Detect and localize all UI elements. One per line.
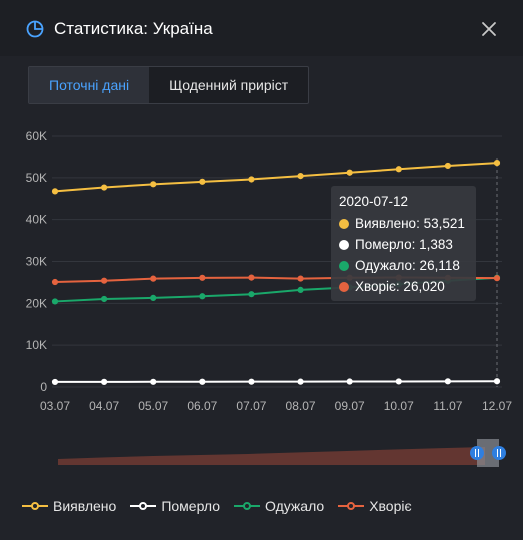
x-tick-label: 04.07: [89, 399, 119, 413]
data-point: [493, 378, 501, 385]
series-line: [54, 380, 498, 383]
data-point: [444, 378, 451, 385]
x-tick-label: 03.07: [40, 399, 70, 413]
data-point: [493, 160, 501, 167]
line-chart: 0 10K 20K 30K 40K 50K 60K 03.07 04.07 05.07 06.07 0…: [26, 129, 512, 467]
data-point: [346, 378, 353, 385]
x-tick-label: 08.07: [286, 399, 316, 413]
tooltip-label: Померло: 1,383: [355, 237, 453, 252]
y-tick-label: 30K: [26, 255, 47, 269]
x-tick-label: 09.07: [335, 399, 365, 413]
y-tick-label: 0: [40, 380, 47, 394]
data-point: [101, 378, 108, 385]
data-point: [150, 181, 157, 188]
data-point: [101, 277, 108, 284]
chart-legend: Виявлено Померло Одужало Хворіє: [22, 496, 426, 516]
data-point: [199, 274, 206, 281]
tooltip-dot: [339, 218, 349, 229]
close-icon[interactable]: [479, 19, 499, 39]
legend-item-sick[interactable]: Хворіє: [338, 498, 412, 514]
tooltip-label: Виявлено: 53,521: [355, 216, 465, 231]
legend-line-icon: [130, 500, 157, 512]
data-point: [248, 378, 255, 385]
legend-item-confirmed[interactable]: Виявлено: [22, 498, 116, 514]
data-point: [297, 378, 304, 385]
chart-tooltip: 2020-07-12 Виявлено: 53,521 Померло: 1,3…: [331, 186, 476, 301]
tooltip-dot: [339, 281, 349, 292]
legend-label: Одужало: [265, 498, 325, 514]
legend-item-recovered[interactable]: Одужало: [234, 498, 324, 514]
x-tick-label: 06.07: [187, 399, 217, 413]
x-tick-label: 10.07: [384, 399, 414, 413]
zoom-handle[interactable]: [470, 446, 484, 460]
data-point: [444, 162, 451, 170]
y-tick-label: 20K: [26, 296, 47, 310]
data-point: [150, 294, 157, 301]
tooltip-row: Виявлено: 53,521: [339, 213, 468, 234]
data-point: [150, 378, 157, 385]
x-tick-label: 05.07: [138, 399, 168, 413]
legend-label: Хворіє: [369, 498, 412, 514]
data-point: [199, 378, 206, 385]
data-point: [248, 291, 255, 298]
zoom-slider-area: [58, 447, 485, 465]
tooltip-dot: [339, 260, 349, 271]
tooltip-row: Померло: 1,383: [339, 234, 468, 255]
data-point: [395, 166, 402, 173]
data-point: [51, 298, 59, 305]
data-point: [51, 378, 59, 386]
tooltip-label: Хворіє: 26,020: [355, 279, 445, 294]
tooltip-label: Одужало: 26,118: [355, 258, 460, 273]
data-point: [199, 178, 206, 185]
x-tick-label: 12.07: [482, 399, 512, 413]
modal-header: Статистика: Україна: [0, 0, 523, 56]
series-line: [54, 162, 498, 193]
data-point: [150, 275, 157, 282]
pie-chart-icon: [26, 20, 44, 38]
y-tick-label: 50K: [26, 171, 47, 185]
data-point: [346, 169, 353, 176]
modal-title: Статистика: Україна: [54, 19, 213, 38]
legend-label: Померло: [161, 498, 221, 514]
tooltip-date: 2020-07-12: [339, 194, 409, 209]
data-point: [51, 278, 59, 286]
y-tick-label: 60K: [26, 129, 47, 143]
x-tick-label: 11.07: [433, 399, 462, 413]
data-point: [101, 184, 108, 191]
data-point: [101, 295, 108, 303]
data-point: [297, 275, 304, 282]
data-point: [248, 176, 255, 183]
y-tick-label: 40K: [26, 213, 47, 227]
tooltip-row: Хворіє: 26,020: [339, 276, 468, 297]
x-tick-label: 07.07: [236, 399, 266, 413]
legend-label: Виявлено: [53, 498, 117, 514]
data-point: [493, 275, 501, 282]
data-point: [297, 286, 304, 294]
legend-line-icon: [234, 500, 261, 512]
legend-item-deaths[interactable]: Померло: [130, 498, 220, 514]
legend-line-icon: [338, 500, 365, 512]
data-point: [199, 293, 206, 300]
tab-daily-growth[interactable]: Щоденний приріст: [169, 77, 289, 93]
view-tabs: Поточні дані Щоденний приріст: [28, 66, 310, 104]
y-tick-label: 10K: [26, 338, 47, 352]
tooltip-dot: [339, 239, 349, 250]
tooltip-row: Одужало: 26,118: [339, 255, 468, 276]
data-point: [395, 378, 402, 385]
legend-line-icon: [22, 500, 48, 512]
data-point: [297, 173, 304, 180]
tab-current-data[interactable]: Поточні дані: [29, 67, 150, 103]
data-point: [248, 274, 255, 281]
data-point: [51, 188, 59, 195]
zoom-handle[interactable]: [492, 446, 506, 460]
zoom-slider-window[interactable]: [477, 439, 499, 467]
